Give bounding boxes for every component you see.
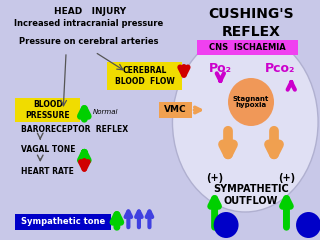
Circle shape [214,212,238,238]
Text: Increased intracranial pressure: Increased intracranial pressure [14,19,164,29]
Text: Pco₂: Pco₂ [265,61,295,74]
Text: SYMPATHETIC
OUTFLOW: SYMPATHETIC OUTFLOW [213,184,289,206]
FancyBboxPatch shape [15,16,164,32]
FancyBboxPatch shape [15,98,80,122]
FancyBboxPatch shape [15,165,80,178]
FancyBboxPatch shape [184,1,318,45]
Text: Sympathetic tone: Sympathetic tone [21,217,105,227]
Text: (+): (+) [206,173,223,183]
Text: Stagnant
hypoxia: Stagnant hypoxia [233,96,269,108]
Text: CNS  ISCHAEMIA: CNS ISCHAEMIA [209,43,285,53]
FancyBboxPatch shape [15,122,135,135]
Text: VAGAL TONE: VAGAL TONE [21,145,75,155]
Text: CUSHING'S
REFLEX: CUSHING'S REFLEX [208,7,294,39]
Text: (+): (+) [278,173,295,183]
Text: Po₂: Po₂ [209,61,232,74]
FancyBboxPatch shape [15,214,111,230]
FancyBboxPatch shape [159,102,192,118]
Text: BLOOD
PRESSURE: BLOOD PRESSURE [26,100,70,120]
Text: Normal: Normal [93,109,118,115]
Text: VMC: VMC [164,106,187,114]
Text: BARORECEPTOR  REFLEX: BARORECEPTOR REFLEX [21,125,128,133]
Text: Pressure on cerebral arteries: Pressure on cerebral arteries [19,37,159,47]
FancyBboxPatch shape [197,40,298,55]
Circle shape [296,212,320,238]
Ellipse shape [172,32,318,212]
FancyBboxPatch shape [107,62,182,90]
Text: HEAD   INJURY: HEAD INJURY [54,7,126,17]
Circle shape [228,78,274,126]
FancyBboxPatch shape [15,34,164,50]
Text: CEREBRAL
BLOOD  FLOW: CEREBRAL BLOOD FLOW [115,66,174,86]
FancyBboxPatch shape [15,143,80,156]
Text: HEART RATE: HEART RATE [21,168,74,176]
